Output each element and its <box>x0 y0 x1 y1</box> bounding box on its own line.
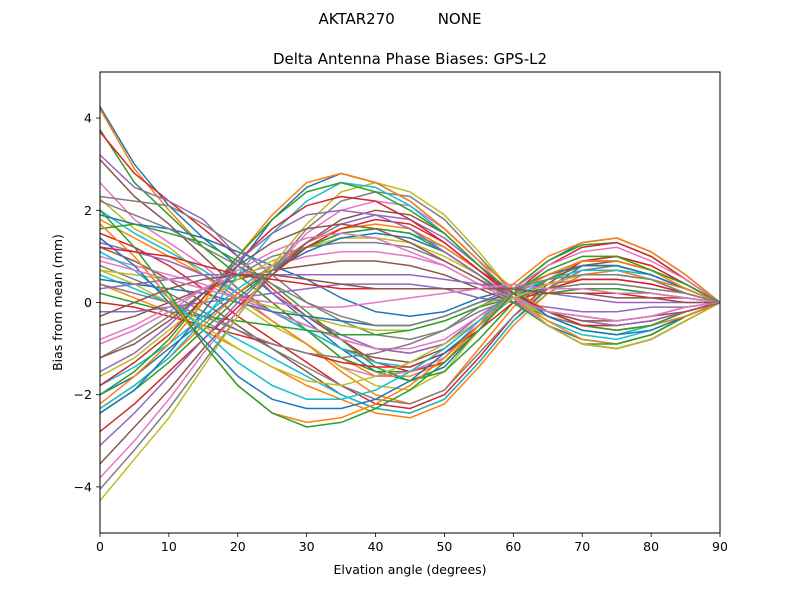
series-line-57 <box>99 260 721 308</box>
x-axis: 0 10 20 30 40 50 60 70 80 90 <box>96 533 728 554</box>
x-tick-label: 40 <box>368 539 384 554</box>
plot-lines <box>99 106 721 502</box>
x-axis-label: Elvation angle (degrees) <box>333 562 486 577</box>
series-line-50 <box>99 251 721 401</box>
x-tick-label: 30 <box>299 539 315 554</box>
x-tick-label: 10 <box>161 539 177 554</box>
x-tick-label: 90 <box>712 539 728 554</box>
y-tick-label: −4 <box>74 479 92 494</box>
y-axis-label: Bias from mean (mm) <box>50 234 65 371</box>
x-tick-label: 80 <box>643 539 659 554</box>
x-tick-label: 0 <box>96 539 104 554</box>
series-line-51 <box>99 237 721 410</box>
y-tick-label: 4 <box>84 111 92 126</box>
chart-title: Delta Antenna Phase Biases: GPS-L2 <box>273 50 547 68</box>
figure-suptitle: AKTAR270 NONE <box>319 10 482 28</box>
x-tick-label: 50 <box>436 539 452 554</box>
series-line-48 <box>99 283 721 359</box>
y-tick-label: −2 <box>74 387 92 402</box>
series-line-55 <box>99 274 720 304</box>
x-tick-label: 20 <box>230 539 246 554</box>
series-line-56 <box>99 274 720 317</box>
series-line-53 <box>99 209 721 428</box>
y-axis: −4 −2 0 2 4 <box>74 111 100 494</box>
series-line-58 <box>99 200 721 327</box>
x-tick-label: 70 <box>574 539 590 554</box>
series-line-39 <box>99 181 721 502</box>
y-tick-label: 0 <box>84 295 92 310</box>
x-tick-label: 60 <box>505 539 521 554</box>
y-tick-label: 2 <box>84 203 92 218</box>
